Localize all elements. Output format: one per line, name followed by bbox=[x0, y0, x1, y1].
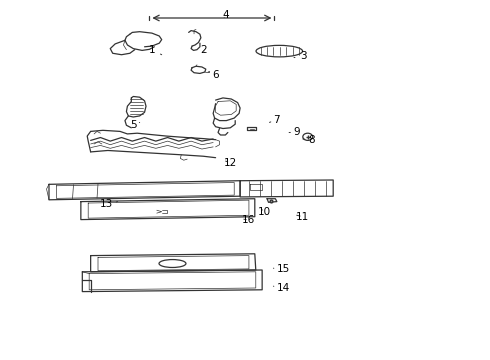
Text: 9: 9 bbox=[289, 127, 300, 138]
Text: 5: 5 bbox=[130, 120, 140, 130]
Text: 3: 3 bbox=[294, 51, 307, 61]
Text: 8: 8 bbox=[303, 135, 315, 145]
Text: 6: 6 bbox=[208, 69, 219, 80]
Text: 15: 15 bbox=[273, 264, 290, 274]
Text: 2: 2 bbox=[200, 45, 207, 55]
Text: 4: 4 bbox=[222, 10, 229, 20]
Text: 12: 12 bbox=[223, 158, 237, 168]
Text: 16: 16 bbox=[242, 215, 256, 225]
Text: 13: 13 bbox=[100, 199, 118, 210]
Text: 11: 11 bbox=[296, 212, 310, 222]
Text: 1: 1 bbox=[148, 45, 162, 55]
Text: 14: 14 bbox=[273, 283, 290, 293]
Text: 7: 7 bbox=[270, 114, 280, 125]
Text: 10: 10 bbox=[258, 207, 271, 217]
